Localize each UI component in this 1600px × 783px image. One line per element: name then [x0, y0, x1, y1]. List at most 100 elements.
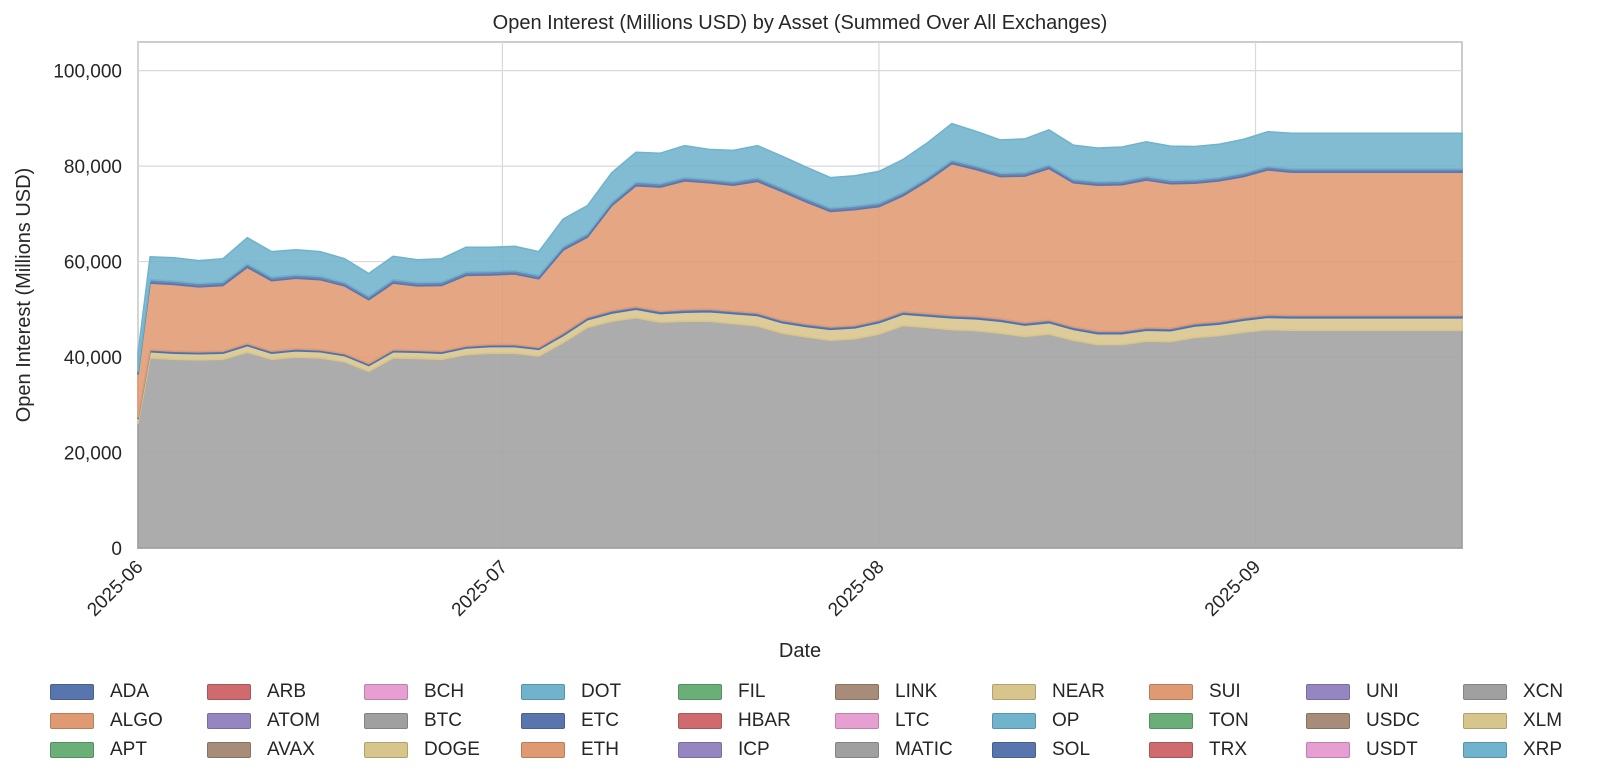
- legend-item-dot: DOT: [521, 680, 621, 704]
- legend-item-algo: ALGO: [50, 709, 163, 733]
- legend-label: ICP: [738, 739, 770, 760]
- legend-item-atom: ATOM: [207, 709, 320, 733]
- legend-swatch: [50, 713, 94, 729]
- legend-swatch: [1149, 684, 1193, 700]
- legend-swatch: [1306, 684, 1350, 700]
- x-axis-label: Date: [779, 640, 821, 662]
- series-areas: [137, 122, 1463, 549]
- legend-label: LTC: [895, 710, 930, 731]
- legend-item-xrp: XRP: [1463, 738, 1562, 762]
- legend-item-link: LINK: [835, 680, 937, 704]
- y-tick-label: 60,000: [64, 253, 122, 274]
- legend-item-doge: DOGE: [364, 738, 480, 762]
- legend-item-fil: FIL: [678, 680, 765, 704]
- y-tick-label: 100,000: [53, 62, 122, 83]
- legend-label: SOL: [1052, 739, 1091, 760]
- legend-label: SUI: [1209, 681, 1241, 702]
- legend-item-eth: ETH: [521, 738, 619, 762]
- legend-item-avax: AVAX: [207, 738, 315, 762]
- legend-label: XRP: [1523, 739, 1563, 760]
- legend-item-icp: ICP: [678, 738, 770, 762]
- legend-swatch: [678, 713, 722, 729]
- legend-item-uni: UNI: [1306, 680, 1399, 704]
- legend-item-xcn: XCN: [1463, 680, 1563, 704]
- legend-label: ATOM: [267, 710, 321, 731]
- legend-item-ada: ADA: [50, 680, 149, 704]
- x-tick-label: 2025-06: [83, 557, 147, 621]
- x-tick-label: 2025-07: [448, 557, 512, 621]
- legend-swatch: [1463, 684, 1507, 700]
- legend-item-usdt: USDT: [1306, 738, 1418, 762]
- legend-label: XLM: [1523, 710, 1563, 731]
- legend-label: UNI: [1366, 681, 1399, 702]
- area-chart: 0 20,000 40,000 60,000 80,000 100,000 2025-06…: [13, 12, 1463, 662]
- legend-swatch: [992, 742, 1036, 758]
- legend-label: ALGO: [110, 710, 163, 731]
- legend-swatch: [992, 684, 1036, 700]
- legend-item-ltc: LTC: [835, 709, 929, 733]
- legend-item-sol: SOL: [992, 738, 1090, 762]
- legend-label: XCN: [1523, 681, 1564, 702]
- legend-swatch: [1463, 742, 1507, 758]
- x-tick-label: 2025-08: [824, 557, 888, 621]
- y-axis: 0 20,000 40,000 60,000 80,000 100,000: [53, 62, 122, 560]
- area-xrp: [137, 122, 1463, 372]
- legend-label: TRX: [1209, 739, 1247, 760]
- legend-item-matic: MATIC: [835, 738, 953, 762]
- legend-swatch: [835, 684, 879, 700]
- chart-title: Open Interest (Millions USD) by Asset (S…: [493, 12, 1108, 34]
- x-axis: 2025-06 2025-07 2025-08 2025-09: [83, 557, 1265, 621]
- legend-swatch: [1306, 742, 1350, 758]
- legend-item-bch: BCH: [364, 680, 464, 704]
- legend-label: APT: [110, 739, 147, 760]
- legend-item-xlm: XLM: [1463, 709, 1562, 733]
- legend-swatch: [678, 742, 722, 758]
- legend-swatch: [364, 713, 408, 729]
- legend-label: ADA: [110, 681, 150, 702]
- legend-swatch: [992, 713, 1036, 729]
- legend-label: MATIC: [895, 739, 953, 760]
- legend-label: AVAX: [267, 739, 315, 760]
- legend-label: OP: [1052, 710, 1080, 731]
- legend-swatch: [207, 684, 251, 700]
- legend-label: TON: [1209, 710, 1249, 731]
- legend-swatch: [364, 742, 408, 758]
- legend-swatch: [1463, 713, 1507, 729]
- legend-swatch: [835, 742, 879, 758]
- legend-label: NEAR: [1052, 681, 1105, 702]
- legend-swatch: [207, 713, 251, 729]
- legend-item-ton: TON: [1149, 709, 1249, 733]
- legend-item-apt: APT: [50, 738, 147, 762]
- y-tick-label: 20,000: [64, 444, 122, 465]
- legend-item-near: NEAR: [992, 680, 1105, 704]
- legend-label: BTC: [424, 710, 462, 731]
- legend-item-arb: ARB: [207, 680, 306, 704]
- legend-swatch: [50, 742, 94, 758]
- legend-swatch: [678, 684, 722, 700]
- legend: ADA ALGO APT ARB ATOM AVAX BCH BTC DOGE DOT ETC ETH…: [50, 680, 1600, 780]
- legend-item-etc: ETC: [521, 709, 619, 733]
- legend-item-sui: SUI: [1149, 680, 1241, 704]
- legend-item-hbar: HBAR: [678, 709, 791, 733]
- legend-label: USDC: [1366, 710, 1420, 731]
- legend-item-op: OP: [992, 709, 1079, 733]
- legend-swatch: [835, 713, 879, 729]
- legend-label: BCH: [424, 681, 465, 702]
- legend-swatch: [521, 684, 565, 700]
- legend-swatch: [50, 684, 94, 700]
- y-tick-label: 40,000: [64, 348, 122, 369]
- legend-swatch: [207, 742, 251, 758]
- legend-item-trx: TRX: [1149, 738, 1247, 762]
- y-axis-label: Open Interest (Millions USD): [13, 168, 35, 423]
- x-tick-label: 2025-09: [1201, 557, 1265, 621]
- legend-label: ETC: [581, 710, 619, 731]
- legend-label: USDT: [1366, 739, 1418, 760]
- legend-item-usdc: USDC: [1306, 709, 1420, 733]
- y-tick-label: 0: [111, 539, 122, 560]
- legend-swatch: [364, 684, 408, 700]
- legend-swatch: [1149, 742, 1193, 758]
- legend-swatch: [1149, 713, 1193, 729]
- legend-label: ETH: [581, 739, 619, 760]
- legend-swatch: [1306, 713, 1350, 729]
- legend-swatch: [521, 713, 565, 729]
